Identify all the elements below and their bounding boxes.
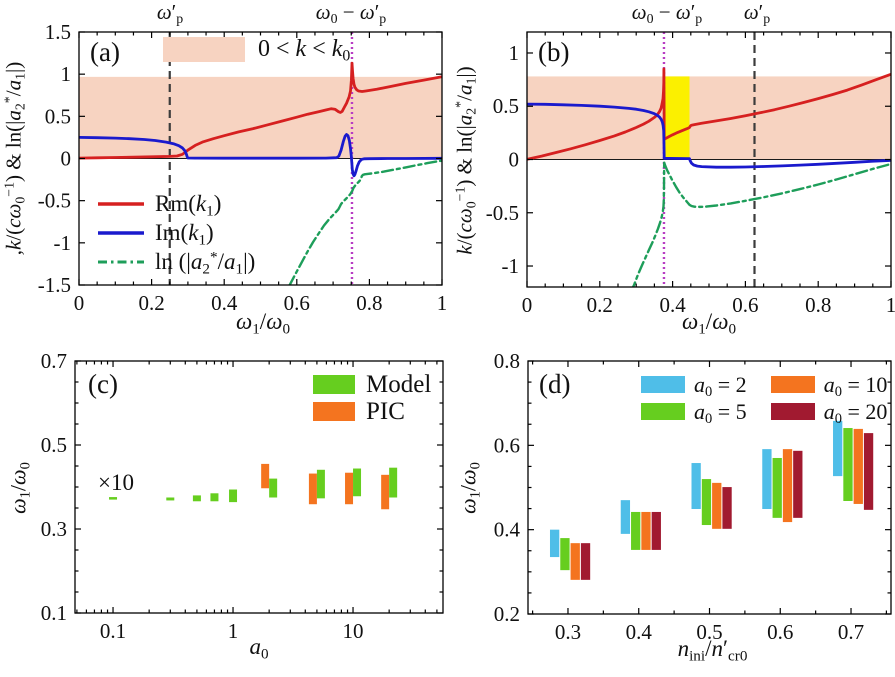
panel-b-omega0-minus-omega-p-label: ω0 − ω′p [631,0,703,26]
svg-text:0.7: 0.7 [41,349,67,373]
legend-item-model: Model [313,371,431,398]
panel-c-yaxis-label: ω1/ω0 [5,462,34,514]
panel-b-omega-p-label: ω′p [743,0,771,26]
panel-a-omega0-minus-omega-p-label: ω0 − ω′p [315,0,387,26]
svg-text:-0.5: -0.5 [38,189,71,213]
panel-a-band-legend: 0 < k < k0 [163,36,351,65]
svg-text:1.5: 1.5 [45,20,71,44]
svg-text:0.1: 0.1 [100,619,126,643]
legend-item-ln-ratio: ln (|a2*/a1|) [97,247,255,276]
svg-text:1: 1 [61,62,72,86]
svg-text:-1: -1 [502,254,520,278]
panel-c-xaxis-label: a0 [249,634,269,663]
panel-a-xaxis-label: ω1/ω0 [235,309,291,338]
legend-item-rm-k1: Rm(k1) [97,189,255,218]
svg-text:0: 0 [74,291,85,315]
svg-text:0.8: 0.8 [805,293,831,317]
svg-text:0.5: 0.5 [493,94,519,118]
svg-text:0: 0 [61,147,72,171]
svg-text:1: 1 [228,619,239,643]
panel-c-label: (c) [88,369,118,399]
legend-label: Rm(k1) [155,190,222,219]
panel-b-yaxis-label: k/(cω0−1) & ln(|a2*/a1|) [452,66,479,255]
legend-item-pic: PIC [313,398,431,425]
panel-b-xaxis-label: ω1/ω0 [681,309,737,338]
legend-label: a0 = 5 [694,398,747,427]
svg-text:0.6: 0.6 [732,293,758,317]
svg-text:0: 0 [522,293,533,317]
svg-text:0.8: 0.8 [356,291,382,315]
panel-a-omega-p-label: ω′p [156,0,184,26]
a0-10-swatch [770,376,815,393]
svg-text:0.3: 0.3 [41,517,67,541]
svg-text:0.3: 0.3 [555,620,581,644]
svg-text:10: 10 [343,619,364,643]
panel-c-legend: Model PIC [313,371,431,425]
svg-text:1: 1 [886,293,895,317]
legend-item-a0-2: a0 = 2 [641,371,747,400]
panel-a-legend: Rm(k1) Im(k1) ln (|a2*/a1|) [97,189,255,276]
a0-5-swatch [641,403,685,420]
panel-a-label: (a) [90,37,120,67]
svg-text:0.2: 0.2 [587,293,613,317]
svg-text:0.2: 0.2 [494,602,520,626]
legend-label: ln (|a2*/a1|) [155,247,256,277]
svg-text:0.7: 0.7 [838,620,864,644]
svg-text:0.5: 0.5 [45,104,71,128]
legend-label: a0 = 20 [823,398,888,427]
panel-d-label: (d) [539,369,571,399]
pink-band-label: 0 < k < k0 [258,36,351,65]
svg-text:-1.5: -1.5 [38,273,71,297]
svg-text:0.4: 0.4 [494,518,521,542]
red-solid-line-sample [98,201,144,206]
svg-text:0.6: 0.6 [494,433,520,457]
panel-a-yaxis-label: ,k/(cω0−1) & ln(|a2*/a1|) [1,61,28,256]
svg-text:0.4: 0.4 [626,620,653,644]
panel-d-legend: a0 = 2 a0 = 10 a0 = 5 a0 = 20 [641,371,888,427]
blue-solid-line-sample [98,230,144,235]
legend-item-im-k1: Im(k1) [97,218,255,247]
legend-item-a0-20: a0 = 20 [770,398,888,427]
panel-b-label: (b) [538,37,570,67]
svg-text:0.6: 0.6 [767,620,793,644]
svg-text:0.8: 0.8 [494,349,520,373]
svg-text:0: 0 [509,148,520,172]
a0-2-swatch [641,376,685,393]
legend-label: PIC [366,397,405,425]
green-dashdot-line-sample [98,260,144,263]
svg-text:0.2: 0.2 [138,291,164,315]
svg-text:1: 1 [437,291,448,315]
svg-text:-0.5: -0.5 [486,201,519,225]
legend-label: Model [366,370,432,398]
pic-swatch [313,402,355,421]
a0-20-swatch [770,403,815,420]
svg-text:0.4: 0.4 [659,293,686,317]
legend-item-a0-10: a0 = 10 [770,371,888,400]
pink-band-swatch [163,37,245,62]
model-swatch [313,375,355,394]
svg-text:0.1: 0.1 [41,601,67,625]
svg-text:0.4: 0.4 [211,291,238,315]
svg-text:0.5: 0.5 [696,620,722,644]
times-10-annotation: ×10 [98,470,134,495]
svg-text:-1: -1 [54,231,72,255]
legend-item-a0-5: a0 = 5 [641,398,747,427]
legend-label: a0 = 10 [823,371,888,400]
legend-label: a0 = 2 [694,371,747,400]
panel-d-xaxis-label: nini/n′cr0 [677,636,748,665]
panel-d-yaxis-label: ω1/ω0 [455,462,484,514]
svg-text:0.6: 0.6 [284,291,310,315]
svg-text:0.5: 0.5 [41,433,67,457]
svg-text:1: 1 [509,41,520,65]
legend-label: Im(k1) [155,219,214,248]
